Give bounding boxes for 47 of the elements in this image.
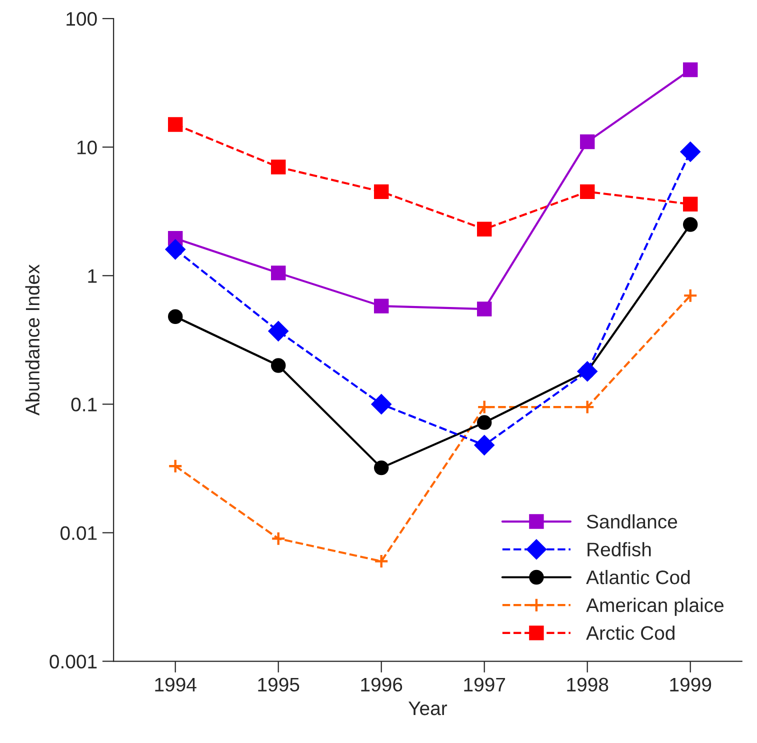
point (683, 62, 698, 78)
point (683, 196, 698, 212)
point (680, 142, 700, 162)
y-tick-label: 0.01 (60, 526, 97, 540)
point (580, 134, 595, 150)
legend-label: American plaice (586, 598, 724, 616)
point (476, 415, 492, 430)
x-tick-label: 1998 (567, 678, 608, 692)
y-tick-label: 0.001 (50, 654, 97, 669)
x-tick-label: 1995 (258, 678, 300, 692)
point (577, 361, 598, 382)
point (374, 184, 389, 200)
x-tick-label: 1999 (670, 678, 712, 692)
point (580, 400, 595, 414)
point (168, 309, 183, 324)
x-tick-label: 1994 (155, 678, 196, 692)
y-tick-label: 1 (88, 269, 97, 283)
legend-label: Sandlance (586, 514, 678, 529)
point (374, 460, 389, 476)
legend-label: Atlantic Cod (586, 570, 690, 584)
point (374, 298, 389, 314)
y-tick-label: 10 (77, 140, 97, 154)
point (268, 321, 288, 342)
point (374, 554, 389, 569)
point (270, 531, 286, 546)
point (270, 160, 286, 174)
x-tick-label: 1997 (464, 678, 506, 692)
x-axis-title: Year (408, 702, 448, 716)
legend-label: Arctic Cod (586, 626, 674, 640)
y-tick-label: 0.1 (71, 398, 97, 412)
point (270, 266, 286, 280)
point (580, 184, 595, 200)
point (168, 458, 183, 474)
y-tick-label: 100 (66, 12, 97, 26)
x-tick-label: 1996 (361, 678, 402, 692)
point (165, 239, 186, 260)
point (683, 217, 698, 232)
point (168, 117, 183, 132)
point (270, 358, 286, 373)
y-axis-title: Abundance Index (25, 264, 40, 416)
point (476, 222, 492, 237)
point (474, 435, 494, 456)
point (371, 394, 392, 414)
point (476, 400, 492, 414)
point (476, 302, 492, 316)
legend-label: Redfish (588, 542, 651, 556)
point (683, 288, 698, 303)
